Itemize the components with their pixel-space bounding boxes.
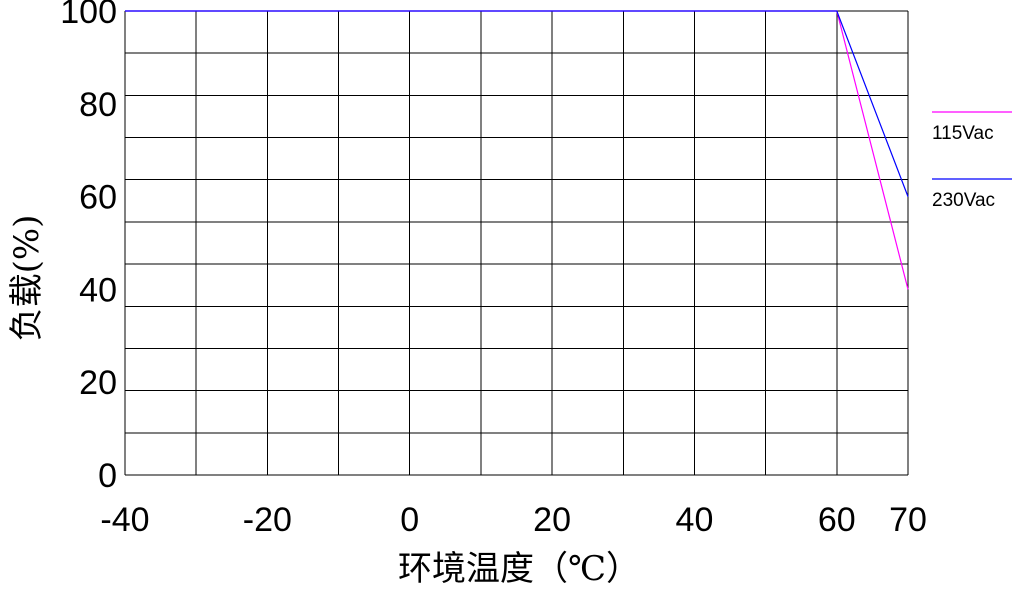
x-tick-label: 60 [818,501,856,539]
y-tick-label: 40 [79,271,117,309]
x-tick-label: 0 [400,501,419,539]
y-tick-label: 60 [79,179,117,217]
x-tick-labels: -40 -20 0 20 40 60 70 [100,501,926,539]
y-tick-label: 100 [60,0,117,31]
x-tick-label: -40 [100,501,149,539]
y-tick-label: 80 [79,86,117,124]
x-axis-label: 环境温度（℃） [398,549,640,589]
y-axis-label: 负载(%) [7,215,47,342]
series-lines [125,10,909,290]
x-tick-label: 20 [533,501,571,539]
legend-label-115Vac: 115Vac [932,123,994,144]
legend-label-230Vac: 230Vac [932,190,995,211]
y-tick-labels: 0 20 40 60 80 100 [60,0,117,495]
y-tick-label: 20 [79,364,117,402]
y-tick-label: 0 [98,457,117,495]
legend: 115Vac 230Vac [932,111,1012,211]
x-tick-label: -20 [243,501,292,539]
grid [124,10,909,476]
x-tick-label: 40 [676,501,714,539]
x-tick-label: 70 [889,501,927,539]
series-line-230Vac [125,10,909,197]
